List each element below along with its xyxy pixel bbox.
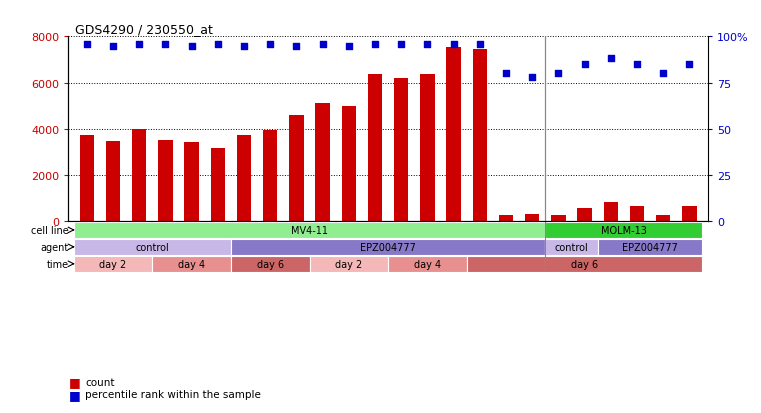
Point xyxy=(605,56,617,63)
Point xyxy=(159,41,171,48)
Bar xyxy=(74,240,231,255)
Bar xyxy=(310,256,388,272)
Point xyxy=(473,41,486,48)
Bar xyxy=(420,75,435,222)
Bar xyxy=(388,256,466,272)
Point xyxy=(291,43,303,50)
Text: time: time xyxy=(47,259,69,269)
Text: control: control xyxy=(135,242,169,252)
Bar xyxy=(597,240,702,255)
Bar xyxy=(603,202,618,222)
Point xyxy=(657,71,669,77)
Bar xyxy=(466,256,702,272)
Point xyxy=(317,41,329,48)
Point xyxy=(683,62,696,68)
Bar xyxy=(106,142,120,222)
Point xyxy=(212,41,224,48)
Text: day 2: day 2 xyxy=(100,259,126,269)
Text: day 4: day 4 xyxy=(414,259,441,269)
Point xyxy=(578,62,591,68)
Point xyxy=(369,41,381,48)
Text: MV4-11: MV4-11 xyxy=(291,225,328,235)
Text: day 4: day 4 xyxy=(178,259,205,269)
Point xyxy=(552,71,565,77)
Text: day 6: day 6 xyxy=(256,259,284,269)
Bar xyxy=(211,149,225,222)
Point xyxy=(186,43,198,50)
Text: day 2: day 2 xyxy=(335,259,362,269)
Bar xyxy=(158,140,173,222)
Bar xyxy=(394,79,409,222)
Bar xyxy=(80,135,94,222)
Bar xyxy=(74,256,152,272)
Text: MOLM-13: MOLM-13 xyxy=(601,225,647,235)
Text: cell line: cell line xyxy=(31,225,69,235)
Bar xyxy=(231,240,546,255)
Bar xyxy=(525,214,540,222)
Bar xyxy=(152,256,231,272)
Point xyxy=(107,43,119,50)
Bar xyxy=(473,50,487,222)
Bar xyxy=(447,48,461,222)
Point xyxy=(133,41,145,48)
Point xyxy=(526,74,538,81)
Bar xyxy=(342,107,356,222)
Bar xyxy=(578,209,592,222)
Point xyxy=(395,41,407,48)
Bar xyxy=(368,75,382,222)
Bar xyxy=(682,206,696,222)
Text: control: control xyxy=(555,242,588,252)
Bar xyxy=(289,116,304,222)
Text: agent: agent xyxy=(41,242,69,252)
Bar xyxy=(132,130,146,222)
Point xyxy=(500,71,512,77)
Bar xyxy=(315,104,330,222)
Text: ■: ■ xyxy=(68,375,80,389)
Bar xyxy=(184,142,199,222)
Bar xyxy=(546,223,702,238)
Point xyxy=(422,41,434,48)
Bar xyxy=(656,215,670,222)
Point xyxy=(238,43,250,50)
Text: EPZ004777: EPZ004777 xyxy=(360,242,416,252)
Point xyxy=(342,43,355,50)
Bar xyxy=(231,256,310,272)
Bar xyxy=(74,223,546,238)
Text: ■: ■ xyxy=(68,388,80,401)
Point xyxy=(264,41,276,48)
Text: count: count xyxy=(85,377,115,387)
Text: EPZ004777: EPZ004777 xyxy=(622,242,678,252)
Bar xyxy=(237,135,251,222)
Bar xyxy=(551,215,565,222)
Bar xyxy=(546,240,597,255)
Text: GDS4290 / 230550_at: GDS4290 / 230550_at xyxy=(75,23,213,36)
Text: percentile rank within the sample: percentile rank within the sample xyxy=(85,389,261,399)
Point xyxy=(631,62,643,68)
Point xyxy=(81,41,93,48)
Bar xyxy=(263,131,278,222)
Bar xyxy=(498,215,513,222)
Point xyxy=(447,41,460,48)
Text: day 6: day 6 xyxy=(571,259,598,269)
Bar xyxy=(630,206,645,222)
